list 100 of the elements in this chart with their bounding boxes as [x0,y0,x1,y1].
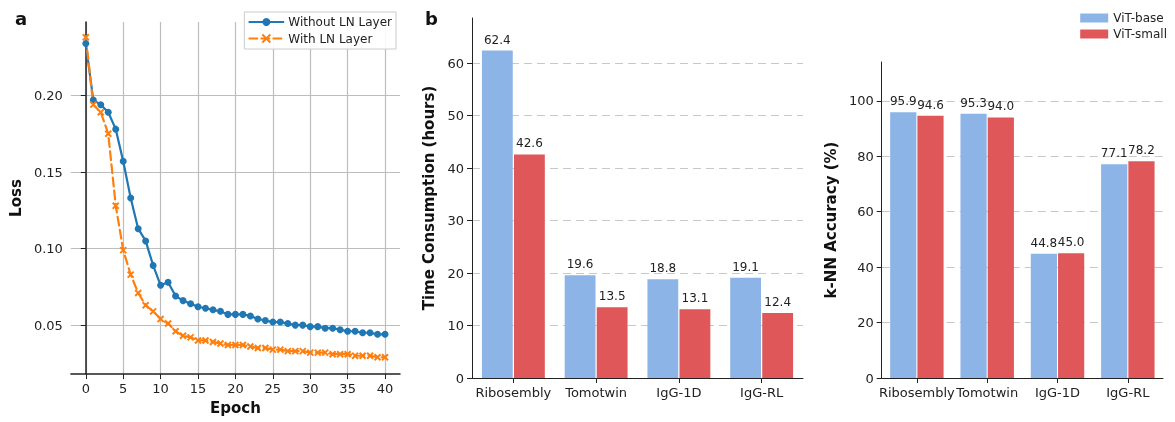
point [261,317,269,325]
point [291,321,299,329]
x-tick-label: 35 [339,381,356,397]
x-tick-label: 15 [189,381,207,397]
point [246,312,254,320]
point [261,344,270,353]
point [374,330,382,338]
bar [730,277,762,378]
y-tick-label: 40 [857,259,874,275]
point [321,324,329,332]
data-label: 19.6 [566,257,594,272]
point [112,125,120,133]
x-tick-label: IgG-1D [656,385,702,400]
bar [647,279,679,378]
point [156,314,165,323]
point [276,318,284,326]
point [246,342,255,351]
point [239,310,247,318]
point [97,101,105,109]
point [187,300,195,308]
x-axis-title: Epoch [209,398,261,417]
bar [1101,164,1128,378]
point [231,310,239,318]
point [216,307,224,315]
point [366,351,375,360]
point [344,327,352,335]
data-label: 94.6 [917,97,944,112]
bar [513,154,545,378]
bar [987,117,1014,378]
y-tick-label: 0.05 [33,317,63,333]
bar [762,312,794,378]
y-tick-label: 100 [848,93,874,109]
point [119,246,128,255]
x-tick-label: 25 [264,381,282,397]
point [381,353,390,362]
point [186,333,195,342]
data-label: 13.1 [681,291,709,306]
y-axis-title: k-NN Accuracy (%) [821,141,840,299]
y-tick-label: 0.15 [33,164,63,180]
point [224,310,232,318]
data-label: 94.0 [987,99,1015,114]
x-tick-label: IgG-RL [1106,385,1151,400]
point [157,281,165,289]
y-tick-label: 20 [857,315,874,331]
x-tick-label: Tomotwin [955,385,1019,400]
bar [596,307,628,378]
data-label: 12.4 [764,294,792,309]
point [306,323,314,331]
point [381,330,389,338]
point [358,351,367,360]
point [238,341,247,350]
y-tick-label: 0.10 [33,241,63,257]
point [298,347,307,356]
point [254,315,262,323]
bar [1128,161,1155,378]
point [283,347,292,356]
point [208,337,217,346]
data-label: 45.0 [1057,235,1085,250]
x-tick-label: 5 [119,381,128,397]
point [82,39,90,47]
data-label: 78.2 [1128,143,1155,158]
x-tick-label: 30 [301,381,319,397]
point [209,306,217,314]
point [359,329,367,337]
y-tick-label: 30 [447,213,464,229]
x-tick-label: 0 [81,381,90,397]
point [299,321,307,329]
data-label: 42.6 [516,136,543,151]
data-label: 77.1 [1100,146,1128,161]
y-axis-title: Loss [6,179,25,217]
x-tick-label: Tomotwin [564,385,628,400]
x-tick-label: Ribosembly [475,385,552,400]
point [313,348,322,357]
point [172,292,180,300]
legend-label: ViT-base [1113,11,1164,25]
data-label: 19.1 [732,259,759,274]
y-tick-label: 0 [865,370,874,386]
point [366,329,374,337]
bar [960,113,987,378]
x-tick-label: Ribosembly [878,385,956,400]
point [119,157,127,165]
point [276,345,285,354]
bar [481,50,513,378]
x-tick-label: IgG-RL [740,385,784,400]
y-tick-label: 50 [447,108,464,124]
x-tick-label: 20 [227,381,244,397]
point [142,237,150,245]
point [291,347,300,356]
point [164,278,172,286]
point [134,288,143,297]
data-label: 62.4 [483,32,511,47]
point [179,297,187,305]
chart-title: b [425,7,438,29]
bar [1058,253,1085,378]
data-label: 95.3 [960,95,987,110]
point [314,323,322,331]
bar [679,309,711,378]
legend-label: Without LN Layer [288,15,393,29]
y-tick-label: 20 [447,265,464,281]
point [194,303,202,311]
